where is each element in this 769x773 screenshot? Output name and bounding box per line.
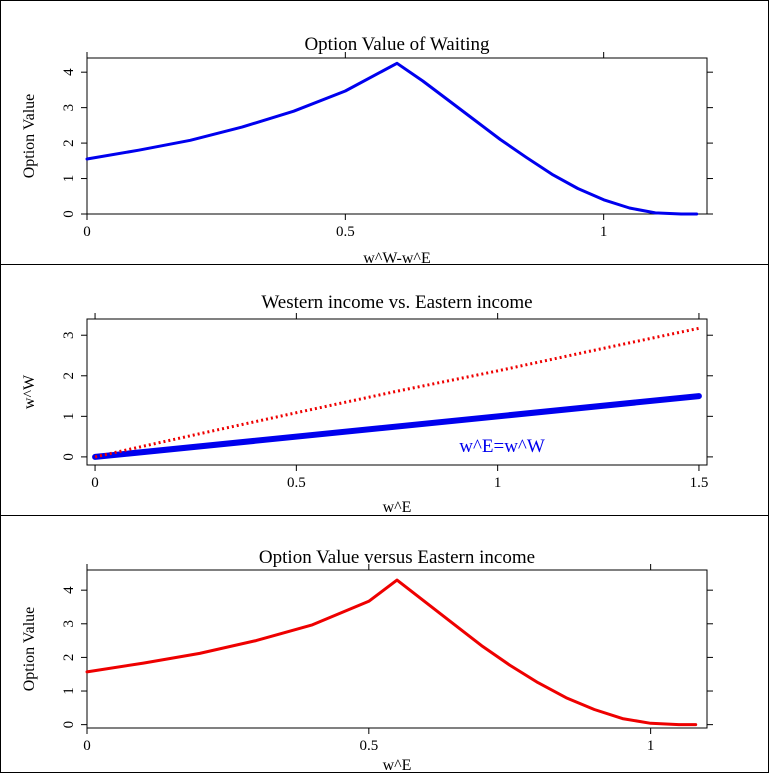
y-tick-label: 1 xyxy=(61,413,77,421)
chart-panel-3: Option Value versus Eastern income w^E Opt… xyxy=(21,547,713,773)
y-tick-label: 3 xyxy=(61,620,77,628)
y-tick-label: 3 xyxy=(61,331,77,339)
chart-panel-2: Western income vs. Eastern income w^E w^W 0… xyxy=(21,292,713,516)
x-tick-label: 0 xyxy=(83,738,91,754)
chart-title: Western income vs. Eastern income xyxy=(261,292,532,313)
y-tick-label: 2 xyxy=(61,372,77,380)
chart-panel-1: Option Value of Waiting w^W-w^E Option Val… xyxy=(21,34,713,267)
x-axis-label: w^E xyxy=(383,499,412,516)
x-tick-label: 0.5 xyxy=(336,224,355,240)
x-axis-label: w^W-w^E xyxy=(363,250,430,267)
x-tick-label: 1 xyxy=(600,224,608,240)
y-tick-label: 0 xyxy=(61,210,77,218)
y-axis-label: Option Value xyxy=(21,94,38,179)
y-tick-label: 4 xyxy=(61,68,77,76)
x-tick-label: 0.5 xyxy=(359,738,378,754)
x-tick-label: 0.5 xyxy=(287,475,306,491)
plot-area xyxy=(86,57,708,215)
y-axis-label: w^W xyxy=(21,374,38,409)
y-tick-label: 0 xyxy=(61,453,77,461)
chart-title: Option Value of Waiting xyxy=(304,34,490,55)
plot-area xyxy=(86,318,708,466)
plot-area xyxy=(86,569,708,729)
y-tick-label: 2 xyxy=(61,139,77,147)
y-tick-label: 3 xyxy=(61,104,77,112)
x-tick-label: 1.5 xyxy=(690,475,709,491)
series-line-2 xyxy=(94,326,700,459)
x-axis-label: w^E xyxy=(383,757,412,773)
series-line-1 xyxy=(85,61,699,216)
x-tick-label: 1 xyxy=(494,475,502,491)
chart-title: Option Value versus Eastern income xyxy=(259,547,535,568)
y-tick-label: 0 xyxy=(61,721,77,729)
series-line-1 xyxy=(85,578,698,727)
y-tick-label: 1 xyxy=(61,175,77,183)
x-tick-label: 0 xyxy=(83,224,91,240)
series-line-1 xyxy=(92,393,702,460)
annotation-label: w^E=w^W xyxy=(459,436,545,457)
x-tick-label: 0 xyxy=(91,475,99,491)
x-tick-label: 1 xyxy=(647,738,655,754)
y-tick-label: 2 xyxy=(61,654,77,662)
y-tick-label: 4 xyxy=(61,586,77,594)
y-axis-label: Option Value xyxy=(21,607,38,692)
y-tick-label: 1 xyxy=(61,687,77,695)
